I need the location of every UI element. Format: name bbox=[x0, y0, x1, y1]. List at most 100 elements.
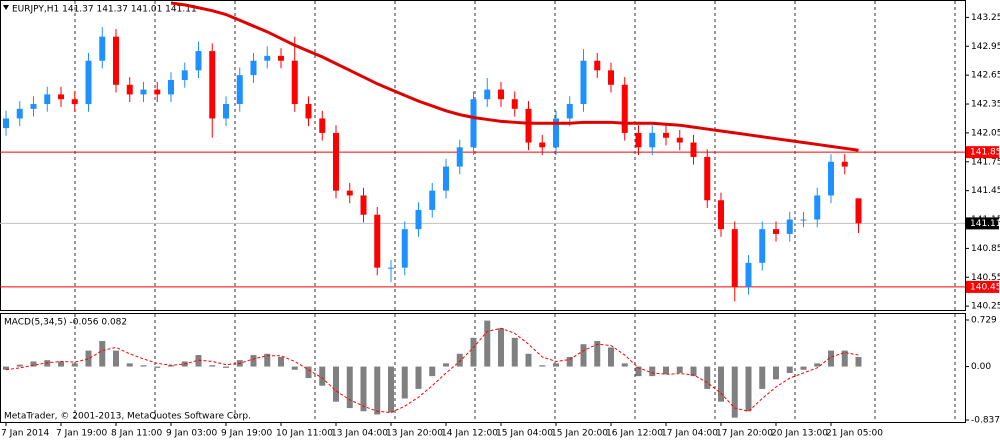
candle-body bbox=[443, 166, 449, 191]
candle-body bbox=[58, 94, 64, 100]
candle-body bbox=[855, 198, 862, 224]
y-tick-label: 142.95 bbox=[971, 42, 1000, 52]
x-tick-label: 9 Jan 19:00 bbox=[221, 429, 273, 439]
candle-body bbox=[374, 214, 381, 268]
title-marker bbox=[3, 5, 9, 10]
macd-bar bbox=[800, 366, 807, 370]
macd-bar bbox=[676, 366, 683, 373]
macd-bar bbox=[745, 366, 752, 412]
candle-body bbox=[621, 84, 628, 133]
price-label-box bbox=[966, 280, 999, 293]
x-tick-label: 13 Jan 20:00 bbox=[386, 429, 443, 439]
candle-body bbox=[30, 104, 37, 109]
candle-body bbox=[773, 229, 779, 234]
main-frame bbox=[0, 0, 966, 311]
macd-bar bbox=[154, 366, 161, 368]
macd-bar bbox=[360, 366, 367, 412]
candle-body bbox=[3, 118, 9, 129]
candle-body bbox=[429, 190, 436, 210]
candle-body bbox=[828, 161, 834, 196]
chart-title: EURJPY,H1 141.37 141.37 141.01 141.11 bbox=[12, 5, 197, 15]
candle-body bbox=[539, 142, 546, 148]
candle-body bbox=[333, 132, 339, 191]
macd-bar bbox=[594, 341, 601, 367]
x-tick-label: 7 Jan 2014 bbox=[1, 429, 49, 439]
x-tick-label: 8 Jan 11:00 bbox=[111, 429, 163, 439]
candle-body bbox=[594, 60, 601, 71]
candle-body bbox=[718, 200, 724, 230]
x-tick-label: 20 Jan 13:00 bbox=[771, 429, 828, 439]
candle-body bbox=[841, 161, 848, 167]
candle-body bbox=[663, 132, 669, 138]
macd-bar bbox=[580, 344, 587, 367]
candle-body bbox=[71, 99, 78, 105]
macd-frame bbox=[0, 313, 966, 423]
copyright: MetaTrader, © 2001-2013, MetaQuotes Soft… bbox=[4, 412, 251, 422]
moving-average bbox=[170, 1, 859, 152]
candle-body bbox=[800, 219, 807, 221]
candle-body bbox=[195, 51, 202, 71]
candle-body bbox=[415, 209, 422, 230]
candle-body bbox=[154, 89, 161, 95]
candle-body bbox=[759, 229, 766, 263]
candle-body bbox=[181, 70, 188, 80]
x-tick-label: 16 Jan 12:00 bbox=[606, 429, 663, 439]
macd-bar bbox=[168, 365, 174, 367]
y-tick-label: 142.35 bbox=[971, 100, 1000, 110]
candle-body bbox=[346, 190, 353, 196]
macd-bar bbox=[346, 366, 353, 409]
candle-body bbox=[745, 262, 752, 287]
macd-bar bbox=[429, 366, 436, 377]
candle-body bbox=[566, 104, 573, 119]
current-price-label: 141.11 bbox=[970, 219, 1000, 229]
candle-body bbox=[456, 147, 463, 167]
y-tick-label: 140.55 bbox=[971, 273, 1000, 283]
macd-bar bbox=[305, 366, 312, 379]
candle-body bbox=[814, 195, 821, 220]
x-tick-label: 7 Jan 19:00 bbox=[56, 429, 108, 439]
macd-bar bbox=[608, 347, 614, 367]
candle-body bbox=[388, 267, 394, 269]
candle-body bbox=[525, 108, 532, 143]
macd-bar bbox=[223, 366, 229, 368]
y-tick-label: 141.75 bbox=[971, 157, 1000, 167]
x-tick-label: 17 Jan 20:00 bbox=[716, 429, 773, 439]
y-tick-label: -0.837 bbox=[971, 416, 1000, 426]
macd-bar bbox=[539, 365, 546, 367]
macd-bar bbox=[443, 363, 449, 367]
candle-body bbox=[264, 55, 271, 61]
x-tick-label: 13 Jan 04:00 bbox=[331, 429, 388, 439]
macd-bar bbox=[30, 361, 37, 367]
macd-bar bbox=[113, 350, 119, 367]
macd-bar bbox=[140, 365, 147, 367]
macd-bar bbox=[498, 328, 504, 367]
macd-bar bbox=[126, 363, 133, 367]
macd-bar bbox=[621, 363, 628, 367]
macd-bar bbox=[690, 366, 697, 377]
macd-bar bbox=[553, 363, 559, 367]
macd-bar bbox=[3, 366, 9, 370]
price-label-box bbox=[966, 146, 999, 159]
candle-body bbox=[470, 99, 477, 148]
macd-bar bbox=[250, 355, 257, 367]
price-label: 141.85 bbox=[970, 148, 1000, 158]
macd-bar bbox=[415, 366, 422, 389]
candle-body bbox=[608, 70, 614, 85]
macd-bar bbox=[264, 353, 271, 367]
macd-bar bbox=[291, 366, 298, 370]
macd-bar bbox=[209, 365, 216, 367]
macd-bar bbox=[855, 356, 862, 367]
macd-bar bbox=[456, 353, 463, 367]
y-tick-label: 143.25 bbox=[971, 13, 1000, 23]
y-tick-label: 142.65 bbox=[971, 71, 1000, 81]
macd-bar bbox=[786, 366, 793, 373]
macd-bar bbox=[58, 361, 64, 367]
candle-body bbox=[113, 36, 119, 85]
macd-bar bbox=[484, 320, 491, 367]
macd-bar bbox=[828, 350, 834, 367]
x-tick-label: 10 Jan 11:00 bbox=[276, 429, 333, 439]
macd-bar bbox=[99, 341, 106, 367]
candle-body bbox=[126, 84, 133, 95]
macd-bar bbox=[718, 366, 724, 402]
y-tick-label: 142.05 bbox=[971, 128, 1000, 138]
